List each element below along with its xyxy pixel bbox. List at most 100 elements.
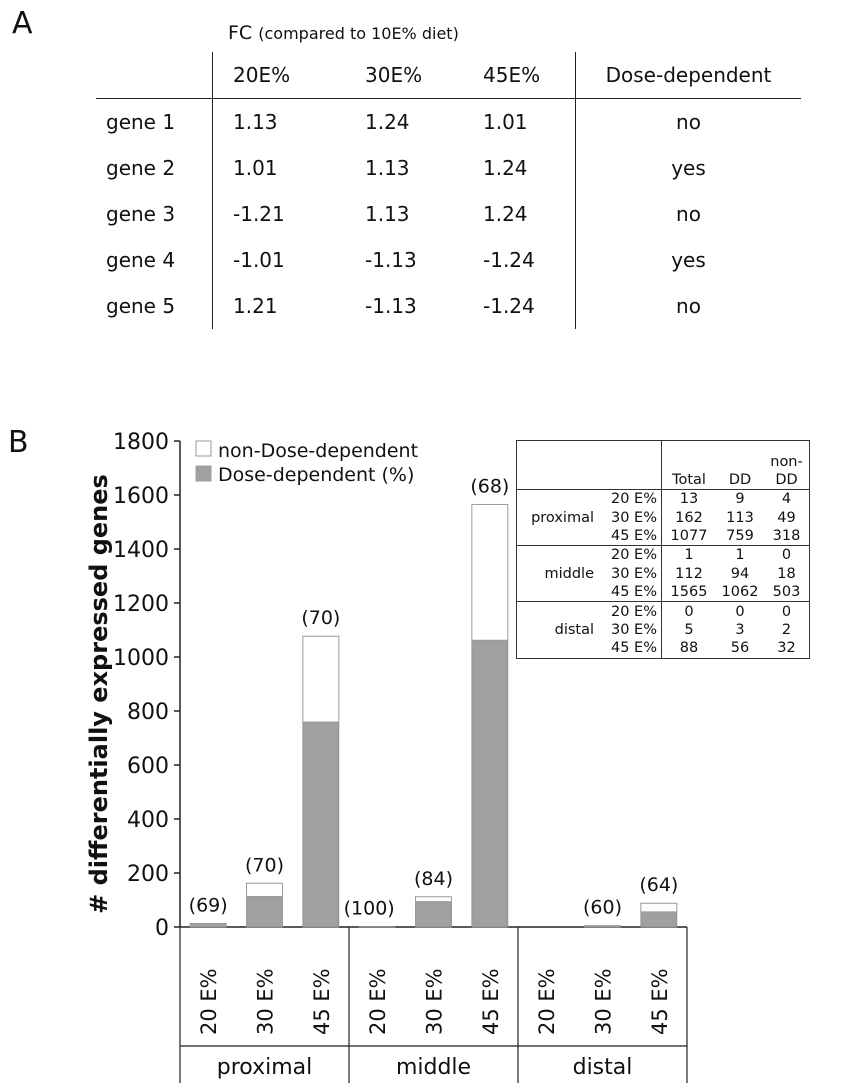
- count-header-total: Total: [672, 472, 706, 488]
- bar-non-dose-dependent: [584, 925, 621, 927]
- count-header-blank: [517, 441, 598, 490]
- bar-dose-dependent: [640, 911, 678, 928]
- fc-value: -1.24: [483, 294, 535, 318]
- count-header-row: Total DD non- DD: [517, 440, 810, 490]
- bar-percent-label: (69): [189, 894, 228, 916]
- non-dd-value: 503: [772, 584, 801, 601]
- fc-header-dose-dependent: Dose-dependent: [575, 52, 801, 99]
- energy-label: 20 E%: [597, 489, 662, 509]
- total-value: 112: [675, 565, 703, 582]
- total-value: 0: [661, 601, 716, 621]
- bar-non-dose-dependent: [246, 882, 283, 897]
- bar-percent-label: (60): [583, 897, 622, 919]
- dd-value: 1: [716, 545, 764, 565]
- group-label: proximal: [531, 509, 594, 526]
- fc-header-20: 20E%: [212, 52, 361, 99]
- bar-percent-label: (70): [245, 854, 284, 876]
- dose-dependent-value: yes: [575, 237, 801, 283]
- dd-value: 9: [716, 489, 764, 509]
- table-row: gene 1 1.13 1.24 1.01 no: [96, 98, 801, 145]
- non-dd-value: 0: [764, 545, 810, 565]
- fc-value: 1.24: [483, 202, 528, 226]
- count-header-non-dd-line2: DD: [775, 472, 798, 488]
- count-header-dd: DD: [728, 472, 752, 488]
- fc-value: -1.01: [212, 237, 361, 283]
- fc-header-45: 45E%: [479, 52, 576, 99]
- x-group-label: proximal: [217, 1055, 312, 1080]
- total-value: 1565: [670, 584, 708, 601]
- non-dd-value: 2: [781, 621, 792, 638]
- bar-non-dose-dependent: [302, 635, 340, 723]
- bar-dose-dependent: [415, 901, 452, 928]
- dd-value: 1062: [721, 584, 759, 601]
- gene-label: gene 1: [106, 110, 176, 134]
- fc-header-row: 20E% 30E% 45E% Dose-dependent: [96, 52, 801, 99]
- energy-label: 45 E%: [597, 526, 662, 546]
- bar-percent-label: (64): [639, 874, 678, 896]
- fc-value: 1.01: [212, 145, 361, 191]
- fc-value: -1.24: [483, 248, 535, 272]
- non-dd-value: 4: [764, 489, 810, 509]
- gene-count-table: Total DD non- DD 20 E% 13 9 4 proximal 3…: [516, 440, 810, 659]
- total-value: 88: [679, 640, 699, 657]
- fc-value: 1.13: [365, 202, 410, 226]
- legend-swatch-dd: [195, 465, 212, 482]
- dd-value: 94: [730, 565, 750, 582]
- gene-label: gene 3: [106, 202, 176, 226]
- bar-percent-label: (68): [470, 475, 509, 497]
- energy-label: 45 E%: [597, 582, 662, 602]
- dd-value: 56: [730, 640, 750, 657]
- fc-value: 1.24: [365, 110, 410, 134]
- panel-b-letter: B: [8, 425, 29, 460]
- gene-label: gene 4: [106, 248, 176, 272]
- x-category-label: 20 E%: [366, 968, 390, 1035]
- y-tick-label: 600: [127, 754, 169, 779]
- total-value: 13: [661, 489, 716, 509]
- y-tick-label: 1000: [113, 646, 169, 671]
- legend-label-dd: Dose-dependent (%): [218, 464, 414, 486]
- group-blank: [517, 583, 598, 602]
- gene-label: gene 2: [106, 156, 176, 180]
- bar-non-dose-dependent: [415, 896, 452, 903]
- fc-title-sub: (compared to 10E% diet): [258, 24, 459, 43]
- bar-dose-dependent: [471, 639, 509, 928]
- non-dd-value: 32: [777, 640, 796, 657]
- fc-table-title: FC (compared to 10E% diet): [228, 22, 459, 44]
- bar-non-dose-dependent: [640, 902, 678, 913]
- x-category-label: 30 E%: [423, 968, 447, 1035]
- fc-value: -1.13: [365, 248, 417, 272]
- non-dd-value: 49: [777, 509, 796, 526]
- dd-value: 759: [726, 527, 754, 544]
- count-header-blank: [597, 440, 662, 490]
- energy-label: 30 E%: [597, 564, 662, 583]
- bar-dose-dependent: [302, 721, 340, 928]
- y-tick-label: 1800: [113, 430, 169, 455]
- group-blank: [517, 639, 598, 658]
- dd-value: 3: [735, 621, 745, 638]
- chart-legend: non-Dose-dependent Dose-dependent (%): [195, 440, 418, 486]
- energy-label: 30 E%: [597, 508, 662, 527]
- table-row: middle 30 E% 112 94 18: [517, 564, 810, 583]
- energy-label: 20 E%: [597, 545, 662, 565]
- dd-value: 113: [726, 509, 754, 526]
- fold-change-table: 20E% 30E% 45E% Dose-dependent gene 1 1.1…: [96, 52, 801, 329]
- group-blank: [516, 545, 597, 565]
- x-category-label: 20 E%: [535, 968, 559, 1035]
- energy-label: 30 E%: [597, 620, 662, 640]
- dose-dependent-value: no: [575, 283, 801, 329]
- bar-percent-label: (84): [414, 868, 453, 890]
- group-blank: [516, 601, 597, 621]
- y-tick-label: 400: [127, 808, 169, 833]
- x-category-label: 30 E%: [592, 968, 616, 1035]
- dose-dependent-value: no: [575, 191, 801, 237]
- bar-percent-label: (70): [301, 607, 340, 629]
- dd-value: 0: [716, 601, 764, 621]
- count-header-non-dd-line1: non-: [770, 454, 803, 470]
- total-value: 1077: [670, 527, 708, 544]
- table-row: gene 5 1.21 -1.13 -1.24 no: [96, 283, 801, 329]
- non-dd-value: 318: [772, 527, 801, 544]
- y-tick-label: 800: [127, 700, 169, 725]
- bar-percent-label: (100): [344, 898, 395, 920]
- fc-header-30: 30E%: [361, 52, 479, 99]
